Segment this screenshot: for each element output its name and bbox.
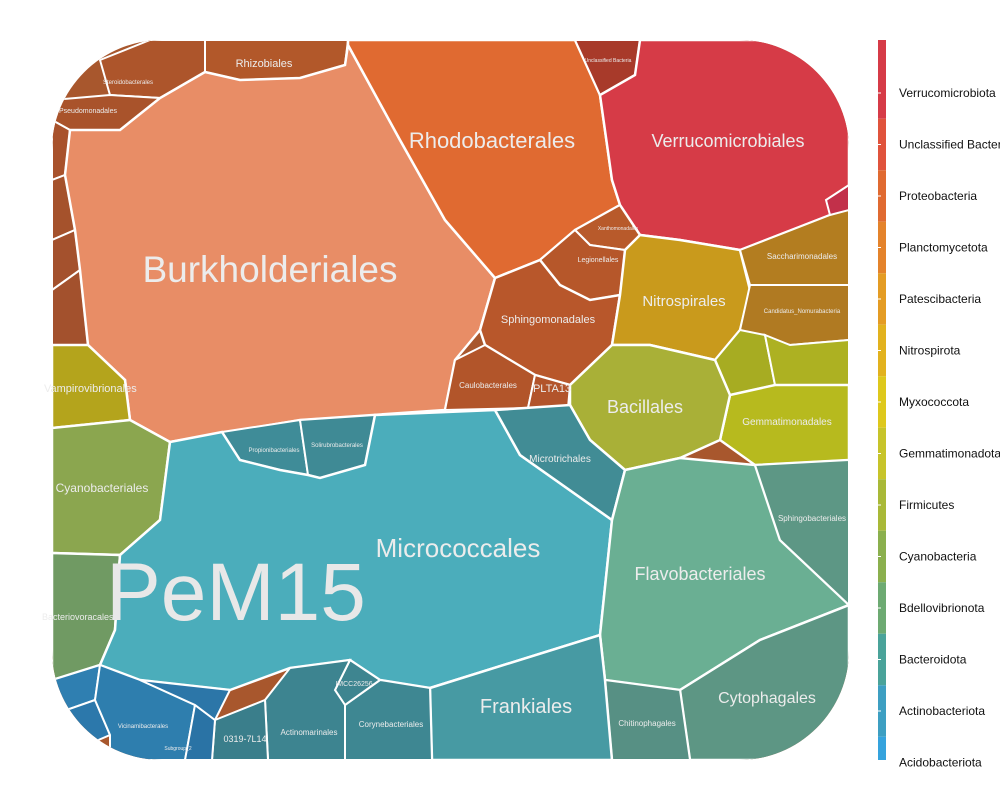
- legend-entry-label: Acidobacteriota: [899, 756, 982, 770]
- label-frankiales: Frankiales: [480, 696, 572, 718]
- legend-swatch: [878, 685, 886, 737]
- legend-swatch: [878, 376, 886, 428]
- label-xanthomonadales: Xanthomonadales: [598, 226, 639, 232]
- legend-swatch: [878, 273, 886, 325]
- legend-swatch: [878, 40, 886, 119]
- label-rhizobiales: Rhizobiales: [236, 58, 293, 70]
- label-subgroup-2: Subgroup_2: [164, 746, 191, 752]
- label-nitrospirales: Nitrospirales: [642, 293, 725, 310]
- legend-entry-label: Planctomycetota: [899, 241, 988, 255]
- label-steroidobacterales: Steroidobacterales: [103, 80, 153, 86]
- legend-entry-label: Bdellovibrionota: [899, 601, 985, 615]
- label-cytophagales: Cytophagales: [718, 690, 816, 707]
- legend-entry-label: Cyanobacteria: [899, 550, 977, 564]
- label-chitinophagales: Chitinophagales: [618, 719, 675, 728]
- legend-swatch: [878, 530, 886, 583]
- label-bacillales: Bacillales: [607, 397, 683, 417]
- legend-labels: Verrucomicrobiota Unclassified Bacteria Pr…: [899, 86, 1000, 770]
- legend-entry-label: Unclassified Bacteria: [899, 138, 1000, 152]
- label-micrococcales: Micrococcales: [376, 533, 541, 563]
- legend-swatch: [878, 479, 886, 531]
- legend-entry-label: Verrucomicrobiota: [899, 86, 996, 100]
- label-flavobacteriales: Flavobacteriales: [634, 564, 765, 584]
- label-solirubrobacterales: Solirubrobacterales: [311, 443, 363, 449]
- treemap-cells: [52, 40, 849, 760]
- label-vicinamibacterales: Vicinamibacterales: [118, 724, 168, 730]
- label-saccharimonadales: Saccharimonadales: [767, 252, 837, 261]
- cell-sphingobacteriales[interactable]: [753, 458, 849, 608]
- cell-gemma-small-2[interactable]: [763, 333, 849, 386]
- legend-entry-label: Bacteroidota: [899, 653, 967, 667]
- legend-swatch: [878, 221, 886, 274]
- legend-swatch: [878, 582, 886, 634]
- label-corynebacteriales: Corynebacteriales: [359, 720, 423, 729]
- label-gemmatimonadales: Gemmatimonadales: [742, 417, 831, 428]
- legend-swatch: [878, 633, 886, 686]
- label-candidatus-nomurabacteria: Candidatus_Nomurabacteria: [764, 309, 841, 315]
- label-0319-7l14: 0319-7L14: [223, 734, 266, 744]
- legend-swatch: [878, 170, 886, 222]
- legend: Verrucomicrobiota Unclassified Bacteria Pr…: [878, 40, 1000, 770]
- legend-entry-label: Nitrospirota: [899, 344, 961, 358]
- legend-swatch: [878, 118, 886, 171]
- label-sphingobacteriales: Sphingobacteriales: [778, 514, 846, 523]
- cell-vampirovibrionales[interactable]: [52, 343, 132, 430]
- legend-color-bar: [878, 40, 886, 763]
- label-actinomarinales: Actinomarinales: [281, 728, 338, 737]
- cell-saccharimonadales[interactable]: [738, 208, 849, 286]
- legend-entry-label: Actinobacteriota: [899, 704, 985, 718]
- label-rhodobacterales: Rhodobacterales: [409, 128, 575, 153]
- legend-entry-label: Myxococcota: [899, 395, 969, 409]
- label-unclassified-bacteria: Unclassified Bacteria: [585, 58, 632, 64]
- label-caulobacterales: Caulobacterales: [459, 381, 517, 390]
- group-label-pem15: PeM15: [106, 547, 366, 638]
- label-microtrichales: Microtrichales: [529, 454, 591, 465]
- legend-swatch: [878, 324, 886, 377]
- legend-swatch: [878, 736, 886, 760]
- legend-entry-label: Patescibacteria: [899, 292, 981, 306]
- label-legionellales: Legionellales: [578, 257, 619, 264]
- label-propionibacteriales: Propionibacteriales: [248, 448, 299, 454]
- legend-entry-label: Firmicutes: [899, 498, 954, 512]
- label-vampirovibrionales: Vampirovibrionales: [44, 383, 137, 395]
- label-verrucomicrobiales: Verrucomicrobiales: [651, 131, 804, 151]
- legend-entry-label: Proteobacteria: [899, 189, 977, 203]
- legend-entry-label: Gemmatimonadota: [899, 447, 1000, 461]
- label-cyanobacteriales: Cyanobacteriales: [56, 481, 149, 495]
- label-imcc26256: IMCC26256: [335, 681, 372, 688]
- label-burkholderiales: Burkholderiales: [142, 249, 397, 290]
- cell-acidobacteria-small-3[interactable]: [139, 679, 232, 722]
- label-sphingomonadales: Sphingomonadales: [501, 314, 596, 326]
- legend-swatch: [878, 427, 886, 480]
- label-plta13: PLTA13: [533, 383, 571, 395]
- cell-verruco-small[interactable]: [824, 183, 849, 216]
- cell-labels: Burkholderiales Rhodobacterales Rhizobia…: [42, 58, 846, 752]
- label-bacteriovoracales: Bacteriovoracales: [42, 612, 114, 622]
- label-pseudomonadales: Pseudomonadales: [59, 108, 117, 115]
